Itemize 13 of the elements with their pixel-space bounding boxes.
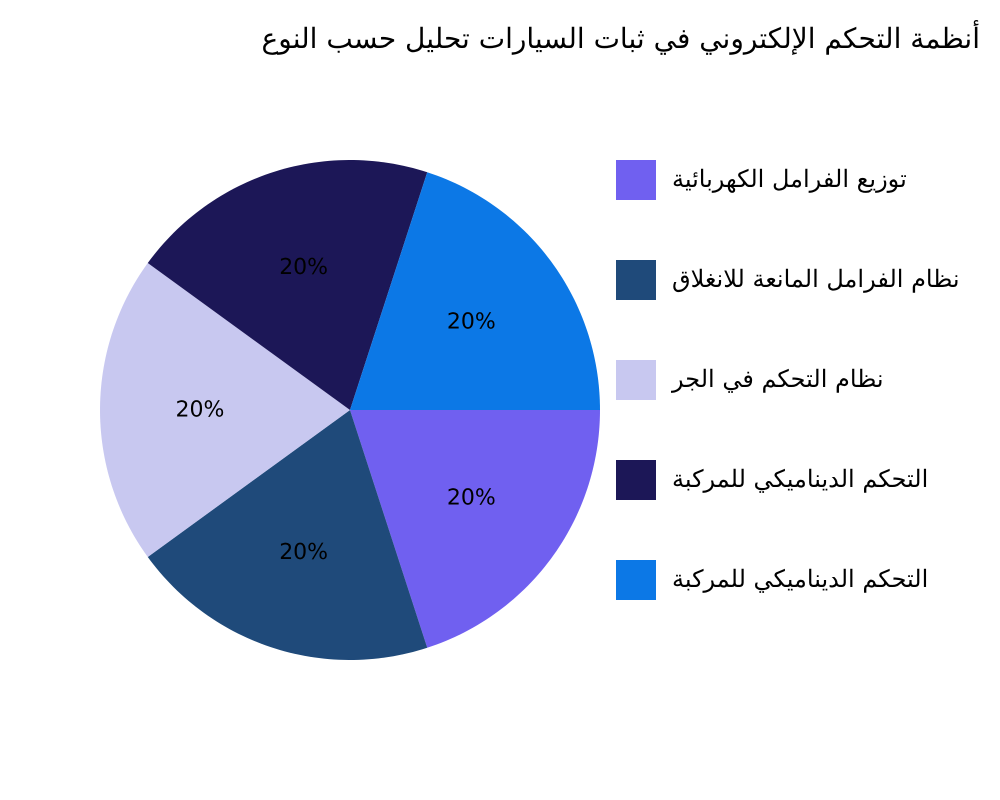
legend-label: التحكم الديناميكي للمركبة xyxy=(672,564,928,594)
legend-label: نظام التحكم في الجر xyxy=(672,364,884,394)
data-label: 20% xyxy=(446,309,496,334)
data-label: 20% xyxy=(446,486,496,511)
legend-label: توزيع الفرامل الكهربائية xyxy=(672,164,907,194)
chart-title: أنظمة التحكم الإلكتروني في ثبات السيارات تحليل حسب النوع xyxy=(260,22,980,56)
data-label: 20% xyxy=(176,398,224,422)
data-label: 20% xyxy=(279,540,328,566)
data-label: 20% xyxy=(279,254,328,280)
legend-label: التحكم الديناميكي للمركبة xyxy=(672,464,928,494)
pie-slice xyxy=(350,410,600,648)
pie-slice xyxy=(350,172,600,410)
legend-label: نظام الفرامل المانعة للانغلاق xyxy=(672,264,960,294)
